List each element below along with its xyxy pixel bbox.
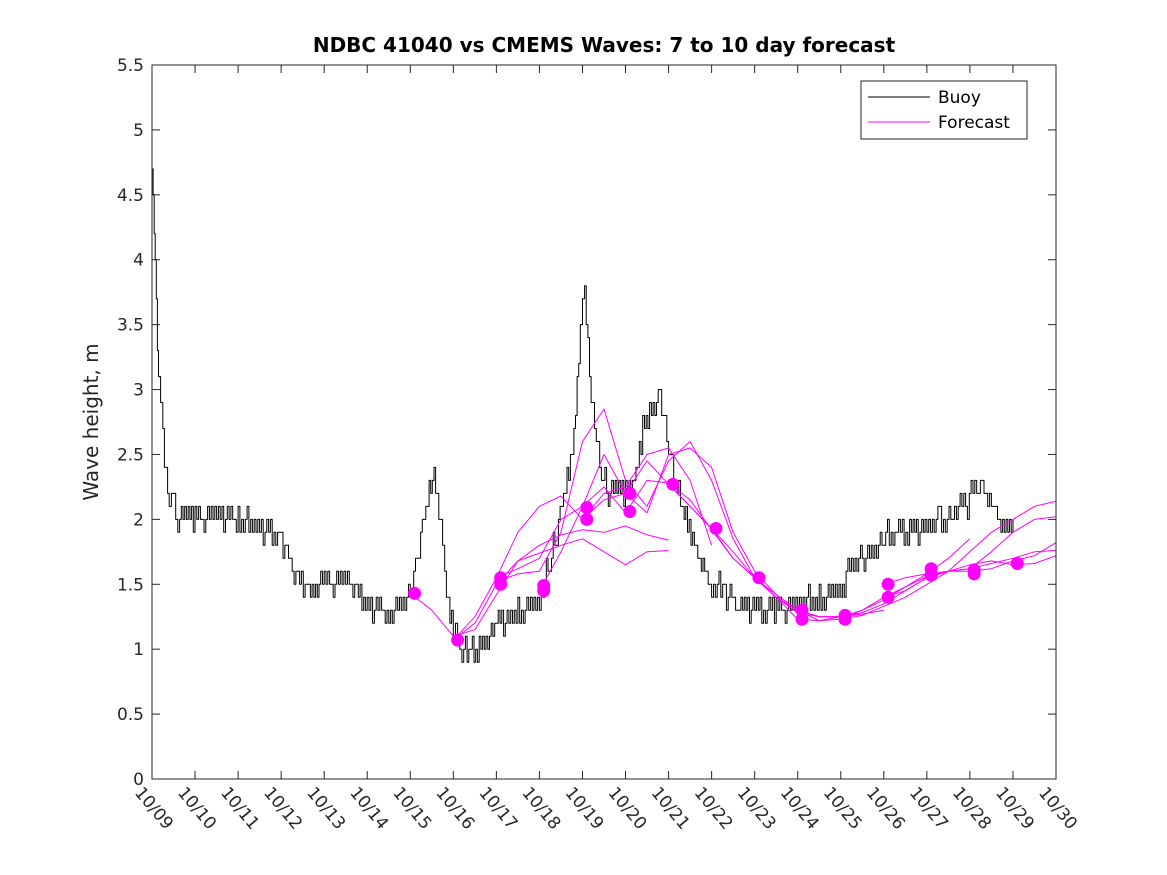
y-tick-label: 2 (133, 510, 144, 530)
forecast-marker (666, 477, 680, 491)
y-tick-label: 5 (133, 121, 144, 141)
forecast-marker (1010, 557, 1024, 571)
forecast-series-line (496, 447, 798, 611)
forecast-marker (451, 633, 465, 647)
forecast-marker (795, 603, 809, 617)
forecast-marker (623, 505, 637, 519)
y-tick-label: 2.5 (117, 445, 144, 465)
plot-frame (151, 64, 1057, 780)
forecast-marker (967, 563, 981, 577)
y-tick-label: 3.5 (117, 316, 144, 336)
forecast-marker (881, 590, 895, 604)
legend-forecast-label: Forecast (938, 113, 1010, 133)
forecast-series-line (496, 408, 756, 583)
forecast-marker (881, 577, 895, 591)
y-tick-label: 1.5 (117, 575, 144, 595)
y-tick-label: 3 (133, 381, 144, 401)
forecast-marker (752, 571, 766, 585)
y-tick-label: 1 (133, 640, 144, 660)
forecast-marker (795, 612, 809, 626)
forecast-marker (537, 579, 551, 593)
legend-box (860, 80, 1028, 140)
buoy-series-line (152, 168, 1014, 663)
forecast-marker (838, 608, 852, 622)
plot-area (152, 65, 1056, 779)
y-tick-label: 4 (133, 251, 144, 271)
axis-ticks (151, 64, 1057, 780)
y-tick-label: 4.5 (117, 186, 144, 206)
series-layer (152, 168, 1056, 663)
legend-buoy-label: Buoy (938, 88, 981, 108)
forecast-series-line (538, 479, 841, 618)
y-tick-label: 0 (133, 770, 144, 790)
forecast-marker (408, 586, 422, 600)
legend: Buoy Forecast (860, 80, 1028, 140)
y-tick-label: 5.5 (117, 56, 144, 76)
forecast-marker (494, 577, 508, 591)
forecast-series-line (452, 538, 669, 641)
forecast-marker (709, 521, 723, 535)
forecast-marker (580, 512, 594, 526)
forecast-marker (924, 562, 938, 576)
y-tick-labels: 0 0.5 1 1.5 2 2.5 3 3.5 4 4.5 5 5.5 (117, 56, 144, 790)
forecast-marker (580, 501, 594, 515)
chart-title: NDBC 41040 vs CMEMS Waves: 7 to 10 day f… (313, 33, 896, 57)
y-axis-label: Wave height, m (79, 343, 103, 500)
forecast-series-line (883, 555, 1056, 585)
forecast-marker (623, 486, 637, 500)
y-tick-label: 0.5 (117, 705, 144, 725)
